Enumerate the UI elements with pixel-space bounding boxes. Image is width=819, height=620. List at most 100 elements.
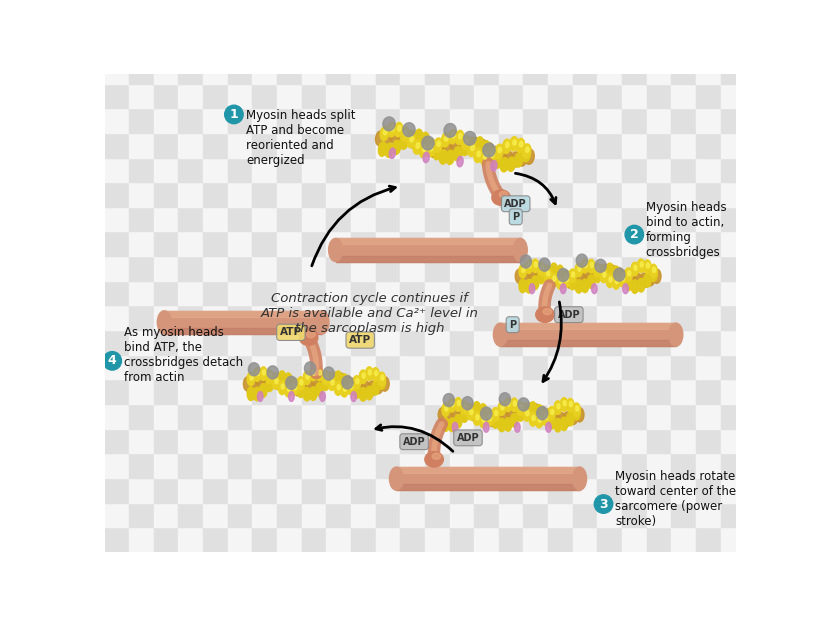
Bar xyxy=(646,306,671,330)
Bar xyxy=(400,330,424,355)
Bar xyxy=(523,355,547,379)
Ellipse shape xyxy=(328,239,342,262)
Bar xyxy=(375,306,400,330)
Bar xyxy=(277,330,301,355)
Bar xyxy=(498,207,523,231)
Ellipse shape xyxy=(514,422,519,432)
Ellipse shape xyxy=(496,149,506,165)
Bar xyxy=(301,453,326,478)
Polygon shape xyxy=(500,323,675,346)
Bar xyxy=(498,157,523,182)
Ellipse shape xyxy=(485,412,492,426)
Ellipse shape xyxy=(328,377,335,391)
Ellipse shape xyxy=(441,133,449,147)
Ellipse shape xyxy=(495,144,503,159)
Bar xyxy=(572,453,596,478)
Bar xyxy=(179,478,203,503)
Ellipse shape xyxy=(605,263,613,277)
Ellipse shape xyxy=(557,268,568,281)
Polygon shape xyxy=(396,467,579,473)
Ellipse shape xyxy=(519,405,522,410)
Bar xyxy=(572,306,596,330)
Bar xyxy=(277,207,301,231)
Bar xyxy=(449,182,473,207)
Bar xyxy=(646,157,671,182)
Ellipse shape xyxy=(309,387,316,401)
Bar xyxy=(596,428,622,453)
Ellipse shape xyxy=(504,398,511,412)
Bar xyxy=(252,552,277,577)
Bar xyxy=(228,281,252,306)
Bar xyxy=(375,84,400,108)
Ellipse shape xyxy=(304,362,315,375)
Ellipse shape xyxy=(296,384,304,397)
Bar xyxy=(326,527,351,552)
Bar xyxy=(646,330,671,355)
Ellipse shape xyxy=(291,378,298,392)
Ellipse shape xyxy=(389,467,403,490)
Bar xyxy=(375,355,400,379)
Bar xyxy=(572,404,596,428)
Ellipse shape xyxy=(524,149,534,164)
Ellipse shape xyxy=(493,154,501,168)
Ellipse shape xyxy=(547,407,554,420)
Bar xyxy=(523,552,547,577)
Bar xyxy=(277,503,301,527)
Ellipse shape xyxy=(600,264,607,278)
Bar xyxy=(252,157,277,182)
Ellipse shape xyxy=(503,151,513,167)
Bar xyxy=(104,306,129,330)
Bar xyxy=(375,59,400,84)
Bar xyxy=(104,503,129,527)
Ellipse shape xyxy=(423,152,429,162)
Bar xyxy=(547,182,572,207)
Ellipse shape xyxy=(636,278,644,292)
Bar xyxy=(695,84,720,108)
Ellipse shape xyxy=(278,371,286,384)
Bar xyxy=(400,379,424,404)
Bar xyxy=(424,478,449,503)
Ellipse shape xyxy=(248,363,260,376)
Ellipse shape xyxy=(523,403,530,417)
Ellipse shape xyxy=(571,272,574,277)
Ellipse shape xyxy=(482,143,495,157)
Bar xyxy=(498,133,523,157)
Ellipse shape xyxy=(318,374,327,389)
Bar xyxy=(572,428,596,453)
Ellipse shape xyxy=(620,270,629,285)
Bar xyxy=(547,231,572,256)
Ellipse shape xyxy=(552,276,555,281)
Ellipse shape xyxy=(575,406,578,411)
Bar xyxy=(400,453,424,478)
Bar xyxy=(277,306,301,330)
Bar xyxy=(449,478,473,503)
Bar xyxy=(400,256,424,281)
Bar xyxy=(473,379,498,404)
Bar xyxy=(473,503,498,527)
Ellipse shape xyxy=(487,149,495,163)
Bar xyxy=(720,379,744,404)
Ellipse shape xyxy=(645,263,649,268)
Bar xyxy=(179,281,203,306)
Bar xyxy=(326,428,351,453)
Bar xyxy=(424,453,449,478)
Polygon shape xyxy=(335,239,520,244)
Bar xyxy=(228,157,252,182)
Bar xyxy=(547,428,572,453)
Ellipse shape xyxy=(334,371,342,384)
Bar xyxy=(104,478,129,503)
Ellipse shape xyxy=(323,367,334,380)
Ellipse shape xyxy=(541,410,549,423)
Bar xyxy=(671,182,695,207)
Bar xyxy=(596,182,622,207)
Ellipse shape xyxy=(460,401,468,414)
Bar xyxy=(671,108,695,133)
Bar xyxy=(154,527,179,552)
Bar xyxy=(424,133,449,157)
Ellipse shape xyxy=(359,370,366,384)
Bar xyxy=(449,453,473,478)
Bar xyxy=(326,404,351,428)
Bar xyxy=(547,453,572,478)
Bar xyxy=(523,256,547,281)
Ellipse shape xyxy=(454,397,461,411)
